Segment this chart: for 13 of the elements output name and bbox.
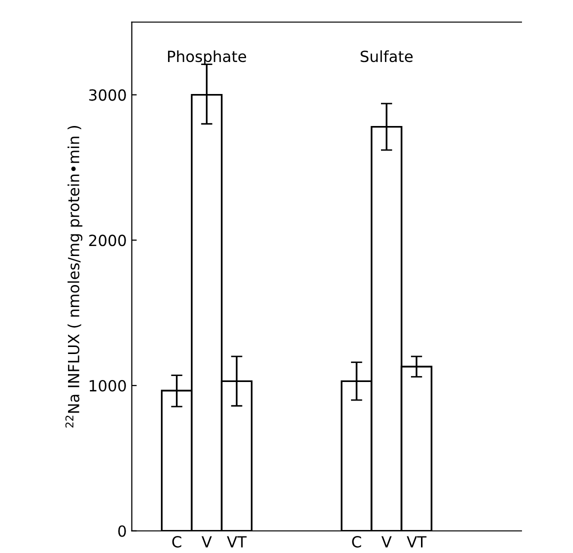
x-tick-label: VT [226, 536, 247, 548]
x-tick-label: V [202, 536, 212, 548]
x-tick-label: VT [406, 536, 426, 548]
y-axis-title: $^{22}$Na INFLUX ( nmoles/mg protein•min ) [65, 126, 82, 428]
y-tick-label: 0 [118, 525, 126, 537]
annotation: Phosphate [168, 50, 246, 66]
x-tick-label: V [381, 536, 392, 548]
annotation: Sulfate [360, 50, 413, 62]
x-tick-label: C [172, 536, 182, 548]
y-tick-label: 3000 [89, 89, 126, 101]
y-tick-label: 1000 [90, 380, 126, 392]
y-tick-label: 2000 [89, 234, 126, 246]
x-tick-label: C [352, 536, 362, 548]
